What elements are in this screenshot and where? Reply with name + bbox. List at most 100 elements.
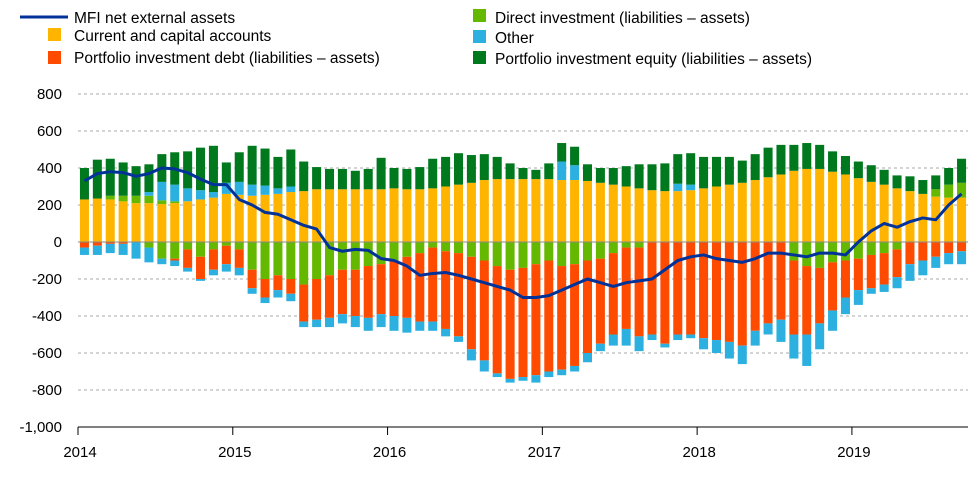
bar-5-2018-12 [840, 260, 850, 298]
bar-0-2015-10 [350, 189, 360, 242]
bar-5-2016-06 [453, 253, 464, 337]
bar-4-2015-02 [247, 242, 257, 270]
bar-6-2019-03 [879, 284, 889, 292]
bar-5-2014-04 [118, 242, 128, 244]
bar-0-2017-03 [570, 180, 580, 242]
bar-3-2018-07 [776, 144, 786, 175]
bar-0-2018-12 [840, 174, 850, 242]
legend-item-portfolio-debt: Portfolio investment debt (liabilities –… [48, 50, 380, 67]
bar-5-2015-03 [260, 279, 270, 298]
bar-4-2015-09 [337, 242, 347, 270]
bar-3-2017-03 [570, 146, 580, 166]
bar-6-2015-01 [234, 267, 244, 276]
bar-3-2019-02 [866, 165, 876, 182]
bar-5-2018-11 [828, 262, 838, 311]
bar-6-2016-12 [531, 375, 541, 383]
bar-4-2017-08 [634, 242, 644, 248]
bar-3-2015-08 [325, 168, 335, 190]
bar-3-2018-11 [828, 151, 838, 172]
bar-3-2015-04 [273, 156, 283, 189]
legend-item-current: Current and capital accounts [48, 28, 272, 45]
bar-6-2014-11 [208, 269, 218, 276]
bar-0-2014-09 [183, 201, 193, 242]
bar-0-2018-04 [737, 182, 747, 242]
y-tick-label: 600 [37, 123, 62, 140]
bar-3-2019-05 [905, 176, 915, 192]
bar-3-2018-08 [789, 144, 799, 171]
bar-5-2019-02 [866, 254, 876, 289]
x-tick-label: 2016 [373, 444, 406, 461]
bar-0-2016-04 [428, 188, 438, 242]
line-series [83, 166, 963, 299]
bar-4-2017-01 [544, 242, 554, 261]
bar-6-2016-11 [518, 377, 528, 381]
bar-5-2017-01 [544, 260, 554, 372]
bar-6-2019-06 [918, 260, 928, 276]
bar-0-2018-10 [815, 168, 825, 242]
bar-5-2016-02 [402, 256, 412, 318]
legend-label-mfi: MFI net external assets [74, 10, 235, 27]
bar-6-2014-06 [144, 247, 154, 263]
bar-6-2017-01 [544, 371, 554, 378]
bar-6-2015-08 [325, 317, 335, 328]
bar-5-2016-10 [505, 269, 515, 379]
bar-6-2017-09 [647, 334, 657, 341]
bar-3-2015-05 [286, 149, 296, 187]
bar-5-2017-09 [647, 242, 657, 335]
bar-2-2015-02 [247, 184, 257, 196]
bar-6-2017-06 [608, 334, 618, 346]
bar-3-2017-02 [557, 143, 567, 162]
bar-3-2019-03 [879, 169, 889, 185]
bar-6-2019-02 [866, 288, 876, 294]
bar-6-2017-11 [673, 334, 683, 341]
bar-0-2016-07 [466, 182, 476, 242]
y-tick-label: 400 [37, 160, 62, 177]
bar-3-2017-09 [647, 164, 657, 191]
bar-0-2017-04 [582, 180, 593, 242]
bar-6-2015-02 [247, 288, 257, 294]
bar-5-2015-01 [234, 249, 244, 268]
bar-3-2014-03 [105, 158, 115, 196]
bar-4-2015-05 [286, 242, 296, 279]
bar-6-2014-12 [221, 264, 231, 272]
bar-3-2019-07 [931, 175, 941, 190]
bar-5-2016-04 [428, 247, 438, 322]
bar-4-2015-12 [376, 242, 386, 265]
bar-6-2019-01 [853, 290, 863, 305]
bar-6-2018-03 [724, 341, 734, 359]
bar-3-2018-06 [763, 147, 773, 178]
legend-item-other: Other [473, 30, 534, 47]
legend-item-mfi: MFI net external assets [20, 10, 235, 27]
bar-5-2016-11 [518, 267, 528, 378]
bar-3-2018-05 [750, 154, 760, 181]
bar-4-2016-08 [479, 242, 489, 261]
bar-2-2017-12 [686, 184, 696, 191]
bar-0-2019-04 [892, 188, 902, 242]
bar-0-2018-08 [789, 170, 799, 242]
bar-3-2014-10 [196, 147, 206, 191]
bar-5-2019-06 [918, 242, 928, 261]
bar-3-2017-05 [595, 168, 605, 183]
bar-4-2015-03 [260, 242, 270, 279]
bar-6-2018-07 [776, 319, 786, 342]
bar-6-2017-04 [582, 353, 593, 363]
y-tick-label: -800 [32, 382, 62, 399]
bar-5-2015-08 [325, 275, 335, 318]
bar-0-2016-11 [518, 179, 528, 242]
bar-5-2019-09 [957, 242, 967, 252]
bar-2-2014-10 [196, 190, 206, 200]
y-axis: 800 600 400 200 0 -200 -400 -600 -800 -1,000 [19, 86, 62, 436]
bar-0-2016-01 [389, 188, 399, 242]
x-tick-label: 2015 [218, 444, 251, 461]
bar-5-2016-01 [389, 260, 399, 316]
bar-6-2014-03 [105, 243, 115, 254]
bar-5-2018-08 [789, 260, 799, 335]
bar-5-2017-08 [634, 247, 644, 337]
bar-3-2015-10 [350, 170, 360, 190]
legend-swatch-portfolio-equity [473, 51, 486, 64]
bar-5-2018-01 [699, 242, 709, 339]
bar-0-2019-03 [879, 184, 889, 242]
bar-0-2017-08 [634, 188, 644, 242]
bar-6-2015-04 [273, 290, 283, 298]
